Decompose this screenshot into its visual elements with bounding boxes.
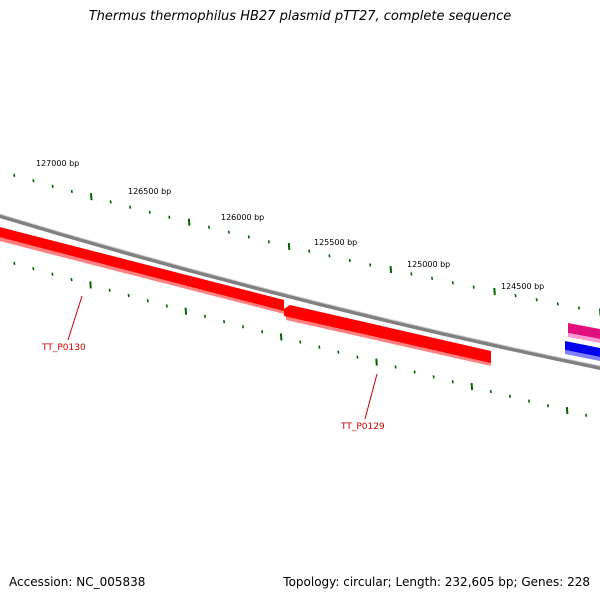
- major-tick: [279, 333, 283, 341]
- minor-tick: [356, 355, 359, 359]
- sequence-summary-text: Topology: circular; Length: 232,605 bp; …: [283, 575, 590, 589]
- major-tick: [187, 218, 191, 226]
- minor-tick: [109, 200, 112, 204]
- major-tick: [89, 281, 92, 289]
- major-tick: [375, 358, 378, 366]
- ruler-label-125000: 125000 bp: [407, 260, 450, 269]
- minor-tick: [267, 240, 270, 244]
- minor-tick: [556, 302, 559, 306]
- gene-label-tt-p0129[interactable]: TT_P0129: [340, 422, 385, 432]
- minor-tick: [227, 230, 230, 234]
- minor-tick: [413, 370, 416, 374]
- minor-tick: [70, 189, 73, 194]
- minor-tick: [508, 394, 511, 398]
- ruler-label-124500: 124500 bp: [501, 282, 544, 291]
- ruler-label-127000: 127000 bp: [36, 159, 79, 168]
- minor-tick: [547, 404, 550, 408]
- minor-tick: [328, 254, 331, 258]
- sequence-backbone-highlight: [0, 213, 600, 367]
- blue-feature-shadow: [565, 350, 600, 361]
- minor-tick: [32, 267, 35, 271]
- major-tick: [493, 287, 496, 295]
- gene-tt-p0130-leader: [67, 295, 83, 341]
- minor-tick: [369, 263, 372, 267]
- magenta-feature[interactable]: [568, 323, 600, 344]
- minor-tick: [51, 272, 54, 276]
- minor-tick: [203, 314, 206, 319]
- minor-tick: [127, 293, 130, 298]
- minor-tick: [108, 288, 111, 292]
- major-tick: [287, 242, 291, 251]
- magenta-feature-shadow: [568, 333, 600, 344]
- minor-tick: [148, 210, 151, 214]
- minor-tick: [146, 299, 149, 303]
- sequence-backbone: [0, 213, 600, 370]
- minor-tick: [70, 277, 73, 282]
- blue-feature-body: [565, 341, 600, 357]
- minor-tick: [577, 306, 580, 310]
- minor-tick: [223, 319, 226, 324]
- minor-tick: [242, 325, 245, 329]
- ruler-label-126000: 126000 bp: [221, 213, 264, 222]
- minor-tick: [168, 215, 171, 219]
- minor-tick: [472, 285, 475, 289]
- minor-tick: [207, 225, 210, 229]
- minor-tick: [13, 173, 16, 178]
- minor-tick: [514, 293, 517, 298]
- accession-text: Accession: NC_005838: [9, 575, 146, 589]
- minor-tick: [528, 399, 531, 403]
- minor-tick: [348, 258, 351, 263]
- minor-tick: [535, 298, 538, 302]
- ruler-label-126500: 126500 bp: [128, 187, 171, 196]
- gene-tt-p0129[interactable]: [284, 305, 491, 366]
- gene-tt-p0130-body: [0, 227, 284, 311]
- minor-tick: [337, 350, 340, 354]
- minor-tick: [585, 413, 588, 417]
- gene-label-tt-p0130[interactable]: TT_P0130: [41, 343, 86, 353]
- minor-tick: [13, 261, 16, 266]
- minor-tick: [451, 281, 454, 285]
- minor-tick: [32, 179, 35, 183]
- scale-ticks-upper: [13, 173, 600, 316]
- gene-tt-p0129-body: [284, 305, 491, 363]
- major-tick: [565, 407, 569, 415]
- minor-tick: [129, 205, 132, 209]
- major-tick: [470, 383, 474, 391]
- minor-tick: [432, 375, 435, 379]
- scale-ticks-lower: [13, 261, 588, 417]
- minor-tick: [261, 330, 264, 334]
- minor-tick: [451, 380, 454, 384]
- ruler-label-125500: 125500 bp: [314, 238, 357, 247]
- blue-feature[interactable]: [565, 341, 600, 362]
- minor-tick: [318, 345, 321, 349]
- minor-tick: [489, 389, 492, 394]
- minor-tick: [410, 272, 413, 276]
- major-tick: [389, 266, 393, 274]
- major-tick: [90, 193, 93, 201]
- minor-tick: [247, 235, 250, 239]
- minor-tick: [394, 365, 397, 369]
- minor-tick: [165, 304, 168, 308]
- gene-tt-p0130[interactable]: [0, 222, 284, 314]
- minor-tick: [299, 340, 302, 344]
- minor-tick: [431, 276, 434, 281]
- minor-tick: [51, 184, 54, 188]
- gene-tt-p0129-leader: [364, 373, 378, 420]
- map-title: Thermus thermophilus HB27 plasmid pTT27,…: [88, 9, 512, 24]
- magenta-feature-body: [568, 323, 600, 340]
- minor-tick: [308, 249, 311, 253]
- major-tick: [184, 307, 188, 315]
